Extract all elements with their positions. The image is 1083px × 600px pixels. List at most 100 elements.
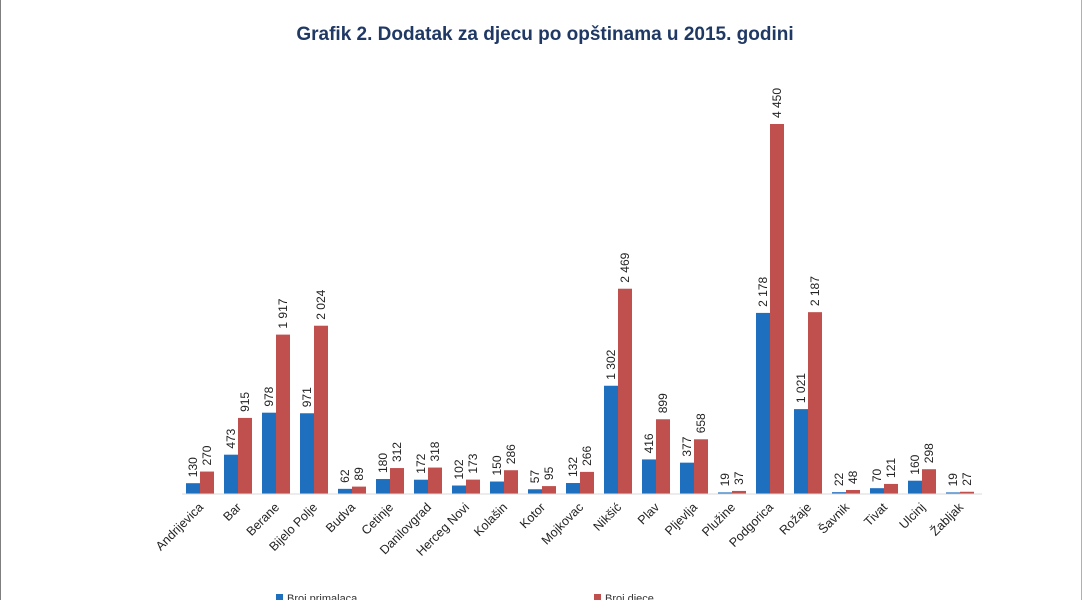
value-label-primaoci-18: 70 — [870, 469, 884, 483]
value-label-djeca-0: 270 — [200, 445, 214, 465]
bar-djeca-19 — [922, 469, 936, 494]
legend-swatch-1 — [594, 594, 601, 600]
bar-djeca-10 — [580, 471, 594, 494]
bar-djeca-3 — [314, 325, 328, 494]
bar-djeca-17 — [846, 490, 860, 494]
bar-djeca-16 — [808, 312, 822, 494]
bar-primaoci-2 — [262, 412, 276, 494]
value-label-djeca-16: 2 187 — [808, 276, 822, 306]
value-label-primaoci-12: 416 — [642, 433, 656, 453]
bar-djeca-6 — [428, 467, 442, 494]
bar-primaoci-20 — [946, 492, 960, 494]
bar-primaoci-7 — [452, 485, 466, 494]
value-label-primaoci-20: 19 — [946, 473, 960, 487]
value-label-djeca-11: 2 469 — [618, 252, 632, 282]
category-label-20: Žabljak — [927, 499, 967, 539]
category-label-10: Mojkovac — [539, 500, 586, 547]
value-label-primaoci-14: 19 — [718, 473, 732, 487]
value-label-primaoci-2: 978 — [262, 386, 276, 406]
value-label-primaoci-9: 57 — [528, 470, 542, 484]
bar-djeca-11 — [618, 288, 632, 494]
bar-primaoci-9 — [528, 489, 542, 494]
value-label-djeca-2: 1 917 — [276, 298, 290, 328]
bar-primaoci-0 — [186, 483, 200, 494]
value-label-primaoci-13: 377 — [680, 436, 694, 456]
category-label-18: Tivat — [861, 500, 890, 529]
category-label-9: Kotor — [517, 500, 548, 531]
bar-primaoci-1 — [224, 454, 238, 494]
value-label-djeca-3: 2 024 — [314, 289, 328, 319]
value-label-primaoci-0: 130 — [186, 457, 200, 477]
bar-primaoci-16 — [794, 409, 808, 494]
bar-djeca-20 — [960, 491, 974, 494]
bar-primaoci-10 — [566, 483, 580, 494]
value-label-djeca-13: 658 — [694, 413, 708, 433]
bar-djeca-18 — [884, 483, 898, 494]
category-label-12: Plav — [635, 500, 663, 528]
bar-djeca-13 — [694, 439, 708, 494]
value-label-primaoci-4: 62 — [338, 469, 352, 483]
page-right-border — [1081, 0, 1082, 600]
value-label-djeca-7: 173 — [466, 453, 480, 473]
value-label-primaoci-19: 160 — [908, 454, 922, 474]
page-left-border — [0, 0, 1, 600]
legend: Broj primalaca Broj djece — [276, 593, 654, 600]
value-label-primaoci-10: 132 — [566, 457, 580, 477]
legend-label-0: Broj primalaca — [287, 593, 358, 600]
value-label-primaoci-5: 180 — [376, 453, 390, 473]
value-label-primaoci-11: 1 302 — [604, 349, 618, 379]
value-label-djeca-17: 48 — [846, 470, 860, 484]
bar-primaoci-8 — [490, 481, 504, 494]
value-label-djeca-9: 95 — [542, 466, 556, 480]
category-label-19: Ulcinj — [897, 500, 929, 532]
value-label-djeca-20: 27 — [960, 472, 974, 486]
value-label-djeca-8: 286 — [504, 444, 518, 464]
category-label-16: Rožaje — [777, 500, 814, 537]
value-label-djeca-10: 266 — [580, 446, 594, 466]
value-label-primaoci-3: 971 — [300, 387, 314, 407]
bar-primaoci-5 — [376, 479, 390, 494]
bar-primaoci-12 — [642, 459, 656, 494]
value-label-primaoci-8: 150 — [490, 455, 504, 475]
value-label-primaoci-6: 172 — [414, 453, 428, 473]
bar-primaoci-13 — [680, 462, 694, 494]
bar-primaoci-6 — [414, 479, 428, 494]
bar-djeca-4 — [352, 486, 366, 494]
category-label-4: Budva — [323, 500, 358, 535]
value-label-primaoci-17: 22 — [832, 472, 846, 486]
value-label-djeca-5: 312 — [390, 442, 404, 462]
category-label-11: Nikšić — [591, 500, 624, 533]
value-label-djeca-1: 915 — [238, 392, 252, 412]
bar-djeca-15 — [770, 124, 784, 494]
category-label-0: Andrijevica — [153, 500, 206, 553]
value-label-djeca-14: 37 — [732, 471, 746, 485]
category-label-8: Kolašin — [471, 500, 510, 539]
bar-primaoci-4 — [338, 488, 352, 494]
value-label-djeca-4: 89 — [352, 467, 366, 481]
legend-label-1: Broj djece — [605, 593, 654, 600]
bar-djeca-2 — [276, 334, 290, 494]
value-label-djeca-18: 121 — [884, 458, 898, 478]
value-label-djeca-6: 318 — [428, 441, 442, 461]
category-label-17: Šavnik — [815, 499, 853, 537]
bar-primaoci-15 — [756, 312, 770, 494]
value-label-djeca-12: 899 — [656, 393, 670, 413]
category-label-1: Bar — [220, 500, 244, 524]
bar-primaoci-19 — [908, 480, 922, 494]
bar-djeca-8 — [504, 470, 518, 494]
category-label-13: Pljevlja — [662, 500, 700, 538]
value-label-primaoci-7: 102 — [452, 459, 466, 479]
value-label-primaoci-15: 2 178 — [756, 277, 770, 307]
value-label-djeca-19: 298 — [922, 443, 936, 463]
bar-primaoci-18 — [870, 488, 884, 494]
bar-djeca-14 — [732, 490, 746, 494]
bar-primaoci-14 — [718, 492, 732, 494]
category-label-5: Cetinje — [359, 500, 396, 537]
legend-swatch-0 — [276, 594, 283, 600]
bar-primaoci-11 — [604, 385, 618, 494]
bar-primaoci-17 — [832, 492, 846, 494]
bar-djeca-0 — [200, 471, 214, 494]
bar-djeca-9 — [542, 486, 556, 494]
